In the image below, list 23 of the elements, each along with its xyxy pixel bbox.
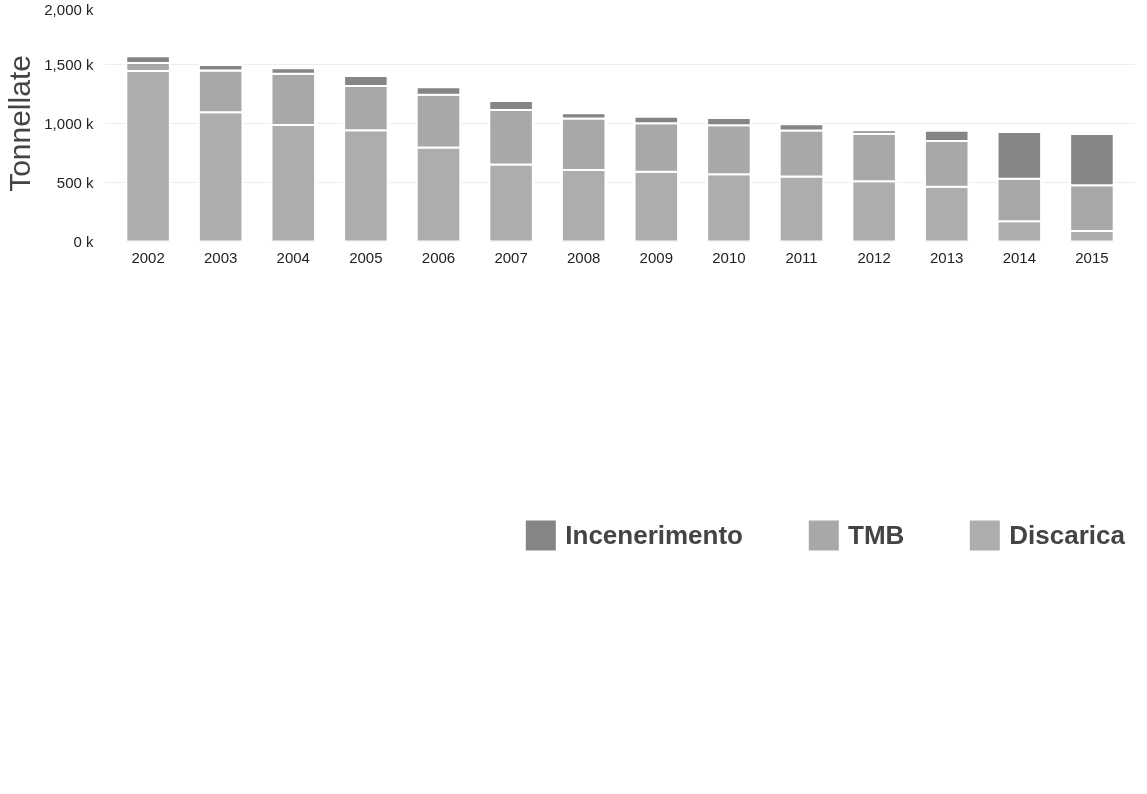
- x-tick-label: 2005: [349, 248, 383, 266]
- x-tick-label: 2003: [203, 248, 238, 266]
- x-tick-label: 2007: [494, 248, 528, 266]
- y-tick-label: 1,500 k: [44, 56, 94, 73]
- legend-label: Discarica: [1009, 519, 1125, 551]
- x-tick-label: 2006: [421, 248, 456, 266]
- y-axis-title: Tonnellate: [3, 55, 37, 192]
- x-tick-label: 2009: [639, 248, 673, 266]
- x-tick-label: 2002: [131, 248, 165, 266]
- y-tick-label: 500 k: [56, 174, 94, 191]
- x-tick-label: 2014: [1002, 248, 1037, 266]
- x-tick-label: 2012: [857, 248, 891, 266]
- x-tick-label: 2013: [930, 248, 964, 266]
- legend-label: Incenerimento: [565, 519, 744, 551]
- y-tick-label: 2,000 k: [44, 0, 94, 18]
- y-tick-label: 0 k: [73, 233, 94, 250]
- x-tick-label: 2015: [1075, 248, 1109, 266]
- y-tick-label: 1,000 k: [44, 115, 94, 132]
- x-tick-label: 2010: [712, 248, 746, 266]
- x-tick-label: 2011: [785, 248, 818, 266]
- x-tick-label: 2008: [567, 248, 601, 266]
- x-tick-label: 2004: [276, 248, 310, 266]
- legend-label: TMB: [848, 519, 905, 551]
